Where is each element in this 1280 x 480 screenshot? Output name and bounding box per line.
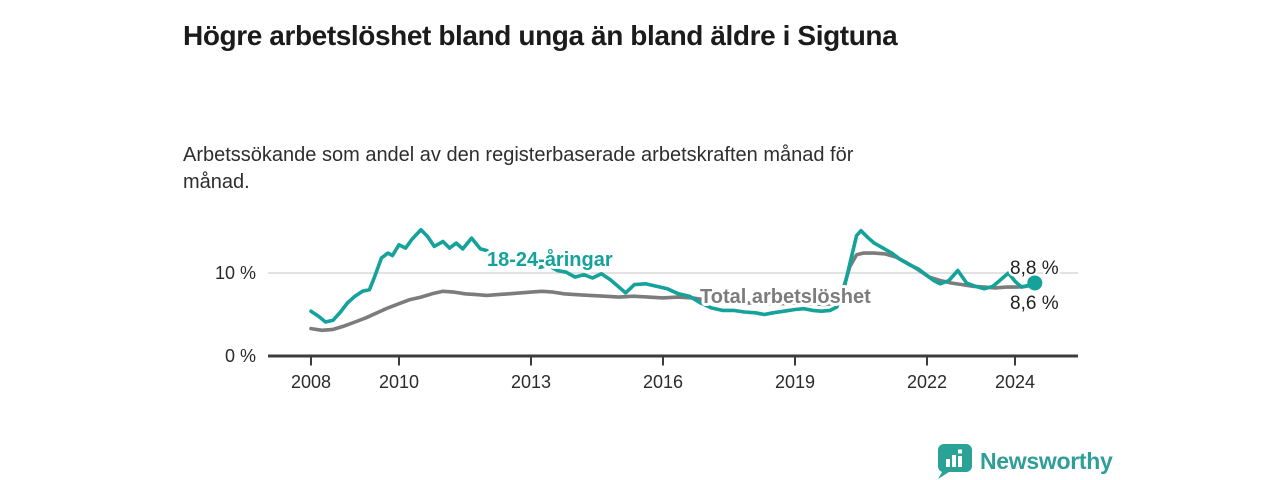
- newsworthy-logo: Newsworthy: [934, 443, 1113, 479]
- series-line-18-24-aringar: [309, 228, 1037, 324]
- x-axis-label-2024: 2024: [995, 372, 1035, 392]
- y-axis-label-10: 10 %: [215, 263, 256, 283]
- end-dot-18-24-aringar: [1027, 275, 1043, 291]
- annotation-series-label-total: Total arbetslöshet: [700, 286, 871, 308]
- annotation-end-value-young: 8,8 %: [1010, 258, 1059, 279]
- x-axis-label-2022: 2022: [907, 372, 947, 392]
- x-axis-label-2016: 2016: [643, 372, 683, 392]
- y-axis-label-0: 0 %: [225, 346, 256, 366]
- newsworthy-icon: [937, 444, 972, 479]
- x-axis-label-2010: 2010: [379, 372, 419, 392]
- x-axis-label-2019: 2019: [775, 372, 815, 392]
- annotation-end-value-total: 8,6 %: [1010, 293, 1059, 314]
- chart-title: Högre arbetslöshet bland unga än bland ä…: [183, 19, 898, 51]
- newsworthy-wordmark: Newsworthy: [980, 447, 1113, 474]
- chart-subtitle: Arbetssökande som andel av den registerb…: [183, 144, 854, 193]
- x-axis-label-2013: 2013: [511, 372, 551, 392]
- x-axis-label-2008: 2008: [291, 372, 331, 392]
- annotation-series-label-young: 18-24-åringar: [487, 248, 613, 271]
